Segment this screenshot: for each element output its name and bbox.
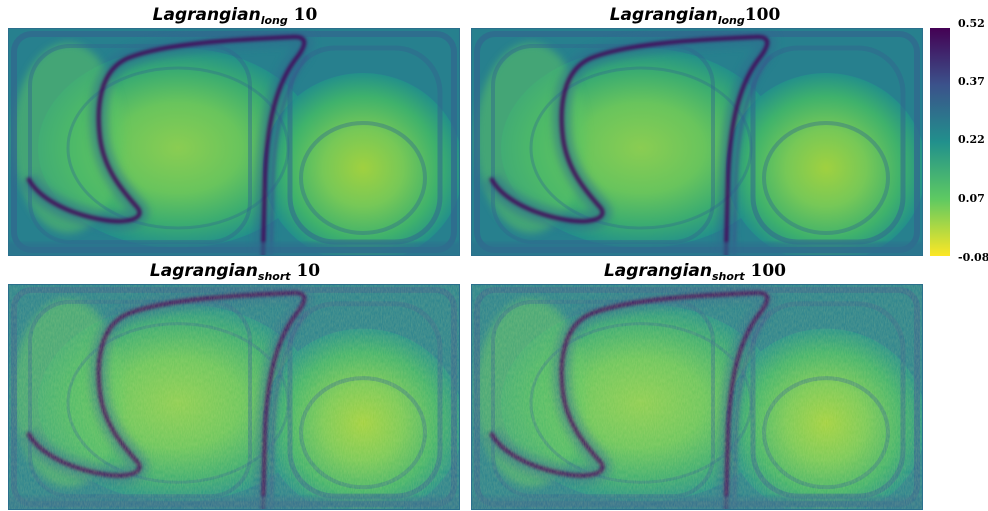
panel-title-1-subscript: long bbox=[260, 14, 288, 27]
field-panel-3 bbox=[8, 284, 460, 510]
panel-title-1: Lagrangianlong 10 bbox=[10, 2, 460, 28]
panel-title-4: Lagrangianshort 100 bbox=[470, 258, 920, 284]
colorbar-tick-1: 0.52 bbox=[958, 17, 985, 30]
panel-title-4-subscript: short bbox=[711, 270, 745, 283]
colorbar-tick-3: 0.22 bbox=[958, 133, 985, 146]
panel-title-2-number: 100 bbox=[744, 5, 781, 25]
colorbar-tick-2: 0.37 bbox=[958, 75, 985, 88]
panel-title-2-name: Lagrangian bbox=[609, 5, 718, 25]
panel-title-3-number: 10 bbox=[290, 261, 321, 281]
colorbar-tick-4: 0.07 bbox=[958, 192, 985, 205]
panel-title-4-name: Lagrangian bbox=[603, 261, 712, 281]
panel-title-3: Lagrangianshort 10 bbox=[10, 258, 460, 284]
panel-title-2-subscript: long bbox=[717, 14, 745, 27]
colorbar bbox=[930, 28, 950, 256]
panel-title-2: Lagrangianlong100 bbox=[470, 2, 920, 28]
field-panel-4 bbox=[471, 284, 923, 510]
panel-title-3-subscript: short bbox=[257, 270, 291, 283]
panel-title-4-number: 100 bbox=[744, 261, 787, 281]
field-panel-2 bbox=[471, 28, 923, 256]
panel-title-1-name: Lagrangian bbox=[152, 5, 261, 25]
colorbar-tick-5: -0.08 bbox=[958, 251, 988, 264]
field-panel-1 bbox=[8, 28, 460, 256]
panel-title-3-name: Lagrangian bbox=[149, 261, 258, 281]
panel-title-1-number: 10 bbox=[287, 5, 318, 25]
